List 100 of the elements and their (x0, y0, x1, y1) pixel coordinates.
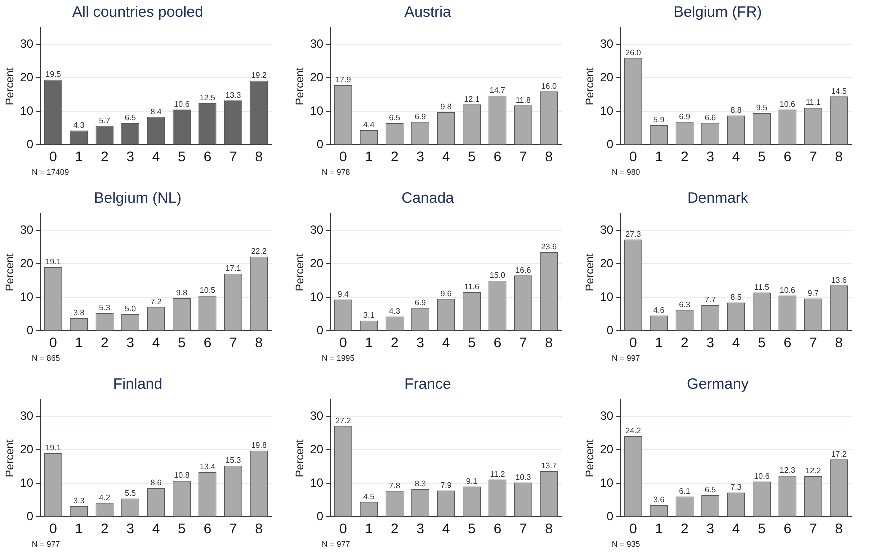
data-label: 12.2 (806, 466, 822, 476)
data-label: 11.1 (806, 98, 822, 108)
x-tick-label: 2 (390, 148, 399, 164)
x-tick-label: 7 (230, 520, 238, 536)
chart-title: Germany (687, 376, 750, 394)
x-tick-label: 5 (178, 520, 186, 536)
y-axis-title: Percent (294, 440, 307, 478)
x-tick-label: 1 (75, 520, 84, 536)
data-label: 3.8 (74, 308, 86, 318)
y-tick-label: 30 (310, 409, 324, 424)
chart-title: Denmark (688, 190, 749, 208)
x-tick-label: 4 (152, 520, 160, 536)
y-tick-label: 10 (310, 476, 324, 490)
y-axis-title: Percent (584, 254, 597, 292)
data-label: 16.6 (516, 266, 532, 275)
data-label: 8.5 (730, 292, 742, 302)
data-label: 12.5 (200, 94, 216, 103)
data-label: 6.9 (414, 298, 427, 308)
y-tick-label: 30 (600, 409, 614, 424)
data-label: 22.2 (251, 247, 268, 256)
y-tick-label: 20 (310, 70, 324, 85)
data-label: 15.0 (490, 271, 506, 280)
x-tick-label: 3 (706, 520, 715, 536)
text: N = 17409 (32, 168, 70, 177)
data-label: 10.3 (516, 472, 532, 482)
data-label: 4.3 (389, 307, 401, 316)
y-axis-title: Percent (4, 440, 17, 478)
y-axis-title: Percent (584, 68, 597, 106)
x-tick-label: 6 (204, 148, 212, 164)
data-label: 3.1 (364, 311, 376, 320)
data-label: 4.4 (364, 120, 376, 130)
x-tick-label: 2 (390, 334, 399, 350)
data-label: 19.5 (46, 70, 62, 80)
chart-title: France (404, 376, 452, 394)
data-label: 10.6 (174, 100, 190, 109)
data-label: 5.3 (99, 304, 111, 313)
y-tick-label: 10 (600, 290, 614, 304)
data-label: 11.5 (754, 282, 770, 292)
x-tick-label: 6 (784, 334, 792, 350)
data-label: 8.8 (730, 106, 742, 115)
x-tick-label: 3 (706, 334, 715, 350)
x-tick-label: 2 (680, 520, 689, 536)
x-tick-label: 1 (75, 334, 84, 350)
data-label: 19.8 (251, 441, 268, 450)
data-label: 9.8 (440, 102, 452, 112)
x-tick-label: 2 (680, 148, 689, 164)
x-tick-label: 8 (545, 520, 554, 536)
data-label: 14.5 (831, 86, 848, 96)
x-tick-label: 3 (416, 334, 425, 350)
data-label: 4.5 (364, 492, 376, 502)
data-label: 19.1 (46, 257, 62, 266)
x-tick-label: 5 (468, 148, 476, 164)
data-label: 7.2 (150, 297, 162, 306)
data-label: 6.1 (679, 486, 691, 496)
text: N = 935 (612, 540, 640, 549)
data-label: 16.0 (541, 82, 558, 91)
y-tick-label: 20 (310, 442, 324, 457)
data-label: 8.4 (150, 107, 162, 116)
y-tick-label: 20 (600, 256, 614, 271)
y-tick-label: 10 (600, 104, 614, 118)
x-tick-label: 1 (655, 520, 664, 536)
data-label: 6.5 (389, 114, 401, 123)
data-label: 10.6 (780, 286, 796, 295)
y-tick-label: 10 (20, 104, 34, 118)
data-label: 13.7 (541, 462, 558, 471)
y-tick-label: 0 (26, 324, 34, 338)
data-label: 6.5 (704, 486, 717, 495)
y-axis-title: Percent (294, 68, 307, 106)
data-label: 24.2 (626, 426, 642, 436)
y-tick-label: 0 (316, 324, 324, 338)
data-label: 7.8 (389, 481, 401, 490)
data-label: 15.3 (226, 456, 242, 466)
x-tick-label: 8 (255, 148, 264, 164)
x-tick-label: 1 (365, 520, 374, 536)
data-label: 17.9 (336, 75, 352, 84)
x-tick-label: 8 (835, 520, 844, 536)
data-label: 8.6 (150, 478, 162, 488)
text: N = 1995 (322, 354, 355, 363)
x-tick-label: 3 (706, 148, 715, 164)
y-tick-label: 20 (20, 70, 34, 85)
x-tick-label: 6 (494, 520, 502, 536)
text: N = 997 (612, 354, 640, 363)
x-tick-label: 8 (545, 334, 554, 350)
x-tick-label: 8 (255, 334, 264, 350)
data-label: 19.1 (46, 443, 62, 452)
data-label: 8.3 (414, 480, 427, 489)
x-tick-label: 6 (204, 520, 212, 536)
data-label: 10.5 (200, 286, 216, 296)
y-tick-label: 10 (600, 476, 614, 490)
data-label: 5.5 (124, 488, 137, 498)
text: N = 980 (612, 168, 640, 177)
data-label: 7.3 (730, 482, 742, 492)
data-label: 5.0 (124, 304, 137, 314)
x-tick-label: 3 (126, 334, 135, 350)
y-tick-label: 20 (20, 442, 34, 457)
y-tick-label: 20 (310, 256, 324, 271)
data-label: 27.2 (336, 416, 352, 426)
y-tick-label: 0 (26, 510, 34, 524)
x-tick-label: 0 (340, 334, 348, 350)
x-tick-label: 7 (810, 334, 818, 350)
